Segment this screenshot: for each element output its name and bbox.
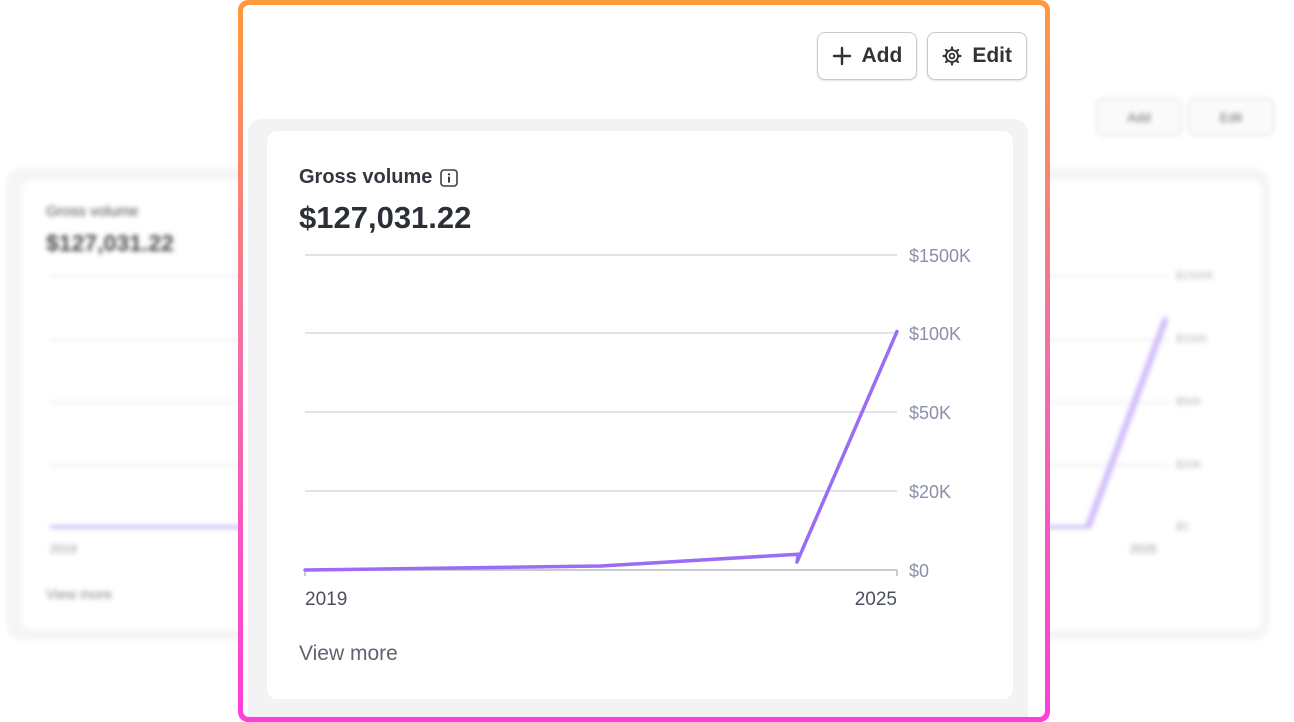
bg-year-end: 2025 (1130, 542, 1157, 556)
gross-volume-series-line (303, 329, 899, 572)
highlight-frame: Add (238, 0, 1050, 722)
toolbar: Add (816, 32, 1027, 80)
gross-volume-card (267, 131, 1013, 699)
x-tick-label: 2025 (855, 589, 897, 610)
bg-tick: $0 (1176, 521, 1189, 533)
bg-rise-line (1085, 316, 1169, 529)
bg-add-button: Add (1096, 98, 1182, 136)
metric-amount: $127,031.22 (299, 200, 472, 235)
y-tick-label: $20K (909, 482, 951, 502)
bg-year-start: 2019 (50, 542, 77, 556)
plus-icon (832, 46, 852, 66)
edit-button[interactable]: Edit (927, 32, 1027, 80)
add-button[interactable]: Add (816, 32, 918, 80)
bg-tick: $1500K (1176, 270, 1214, 282)
bg-view-more: View more (46, 586, 112, 602)
bg-tick: $100K (1176, 333, 1208, 345)
bg-tick: $20K (1176, 459, 1202, 471)
add-button-label: Add (861, 44, 903, 67)
y-tick-label: $0 (909, 561, 929, 581)
y-tick-label: $50K (909, 403, 951, 423)
frame-content: Add (243, 5, 1045, 717)
info-icon[interactable] (440, 168, 459, 187)
bg-tick: $50K (1176, 396, 1202, 408)
x-tick-label: 2019 (305, 589, 347, 610)
edit-button-label: Edit (972, 44, 1012, 67)
gear-icon (942, 46, 962, 66)
view-more-link[interactable]: View more (299, 642, 398, 665)
bg-title: Gross volume (46, 203, 139, 220)
bg-amount: $127,031.22 (46, 230, 174, 256)
y-tick-label: $100K (909, 324, 961, 344)
bg-edit-button: Edit (1188, 98, 1274, 136)
metric-title-text: Gross volume (299, 166, 433, 188)
gross-volume-chart: $0 $20K $50K $100K $1500K 2019 2025 (303, 246, 971, 610)
metric-title: Gross volume (299, 166, 459, 189)
y-tick-label: $1500K (909, 246, 971, 266)
